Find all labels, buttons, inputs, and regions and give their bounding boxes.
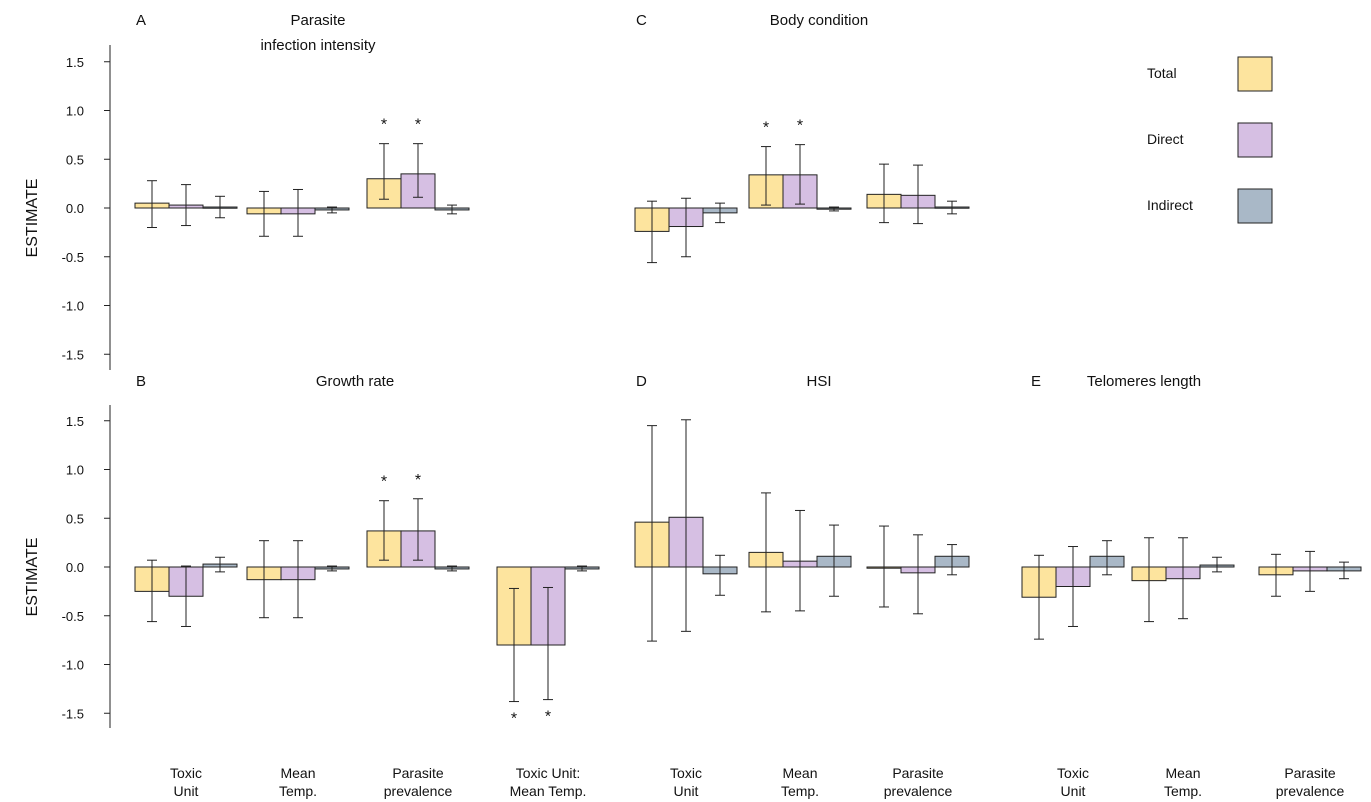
category-label: Mean bbox=[280, 765, 315, 781]
panel-title: infection intensity bbox=[260, 37, 376, 54]
category-label: Unit bbox=[674, 783, 699, 799]
panel-letter: C bbox=[636, 12, 647, 29]
category-label: Mean bbox=[782, 765, 817, 781]
category-label: Toxic bbox=[1057, 765, 1089, 781]
legend: Total Direct Indirect bbox=[1147, 56, 1273, 224]
y-tick-label: 1.5 bbox=[66, 55, 84, 70]
panel-letter: D bbox=[636, 373, 647, 390]
panel-title: Growth rate bbox=[316, 373, 394, 390]
significance-star: * bbox=[797, 118, 803, 135]
category-label: Toxic bbox=[670, 765, 702, 781]
y-tick-label: 1.0 bbox=[66, 104, 84, 119]
significance-star: * bbox=[545, 709, 551, 726]
legend-swatch-direct bbox=[1237, 122, 1273, 158]
y-tick-label: -1.5 bbox=[62, 706, 84, 721]
category-label: prevalence bbox=[384, 783, 453, 799]
panel-letter: E bbox=[1031, 373, 1041, 390]
legend-swatch-indirect bbox=[1237, 188, 1273, 224]
panel-letter: B bbox=[136, 373, 146, 390]
category-label: Parasite bbox=[892, 765, 944, 781]
y-tick-label: 1.5 bbox=[66, 414, 84, 429]
panel-title: Body condition bbox=[770, 12, 868, 29]
y-axis-label: ESTIMATE bbox=[24, 538, 41, 617]
panel-title: Telomeres length bbox=[1087, 373, 1201, 390]
category-label: Parasite bbox=[392, 765, 444, 781]
y-tick-label: -0.5 bbox=[62, 609, 84, 624]
y-tick-label: 1.0 bbox=[66, 463, 84, 478]
legend-label: Total bbox=[1147, 65, 1177, 81]
significance-star: * bbox=[511, 711, 517, 728]
significance-star: * bbox=[415, 117, 421, 134]
category-label: prevalence bbox=[1276, 783, 1345, 799]
panel-c: C Body condition * * bbox=[634, 12, 970, 264]
y-tick-label: -1.5 bbox=[62, 347, 84, 362]
y-tick-label: 0.5 bbox=[66, 511, 84, 526]
category-label: Parasite bbox=[1284, 765, 1336, 781]
y-tick-label: 0.0 bbox=[66, 201, 84, 216]
significance-star: * bbox=[381, 117, 387, 134]
y-tick-label: 0.0 bbox=[66, 560, 84, 575]
y-tick-label: -0.5 bbox=[62, 250, 84, 265]
panel-e: E Telomeres length Toxic Unit Mean Temp. Paras… bbox=[1021, 373, 1362, 799]
category-label: Temp. bbox=[1164, 783, 1202, 799]
panel-title: Parasite bbox=[290, 12, 345, 29]
category-label: Temp. bbox=[781, 783, 819, 799]
y-axis-label: ESTIMATE bbox=[24, 179, 41, 258]
y-tick-label: -1.0 bbox=[62, 658, 84, 673]
legend-label: Indirect bbox=[1147, 197, 1193, 213]
significance-star: * bbox=[763, 120, 769, 137]
y-tick-label: 0.5 bbox=[66, 152, 84, 167]
y-tick-label: -1.0 bbox=[62, 299, 84, 314]
panel-a: A Parasite infection intensity 1.5 1.0 0.5 0.0… bbox=[24, 12, 470, 370]
legend-label: Direct bbox=[1147, 131, 1184, 147]
significance-star: * bbox=[415, 472, 421, 489]
category-label: Toxic bbox=[170, 765, 202, 781]
category-label: Mean Temp. bbox=[510, 783, 587, 799]
legend-swatch-total bbox=[1237, 56, 1273, 92]
panel-b: B Growth rate 1.5 1.0 0.5 0.0 -0.5 -1.0 -1.5 ESTI… bbox=[24, 373, 600, 799]
category-label: Mean bbox=[1165, 765, 1200, 781]
category-label: Temp. bbox=[279, 783, 317, 799]
category-label: Toxic Unit: bbox=[516, 765, 581, 781]
category-label: Unit bbox=[174, 783, 199, 799]
significance-star: * bbox=[381, 474, 387, 491]
category-label: prevalence bbox=[884, 783, 953, 799]
panel-d: D HSI Toxic Unit Mean Temp. Parasite prevalence bbox=[634, 373, 970, 799]
category-label: Unit bbox=[1061, 783, 1086, 799]
panel-letter: A bbox=[136, 12, 146, 29]
panel-title: HSI bbox=[806, 373, 831, 390]
